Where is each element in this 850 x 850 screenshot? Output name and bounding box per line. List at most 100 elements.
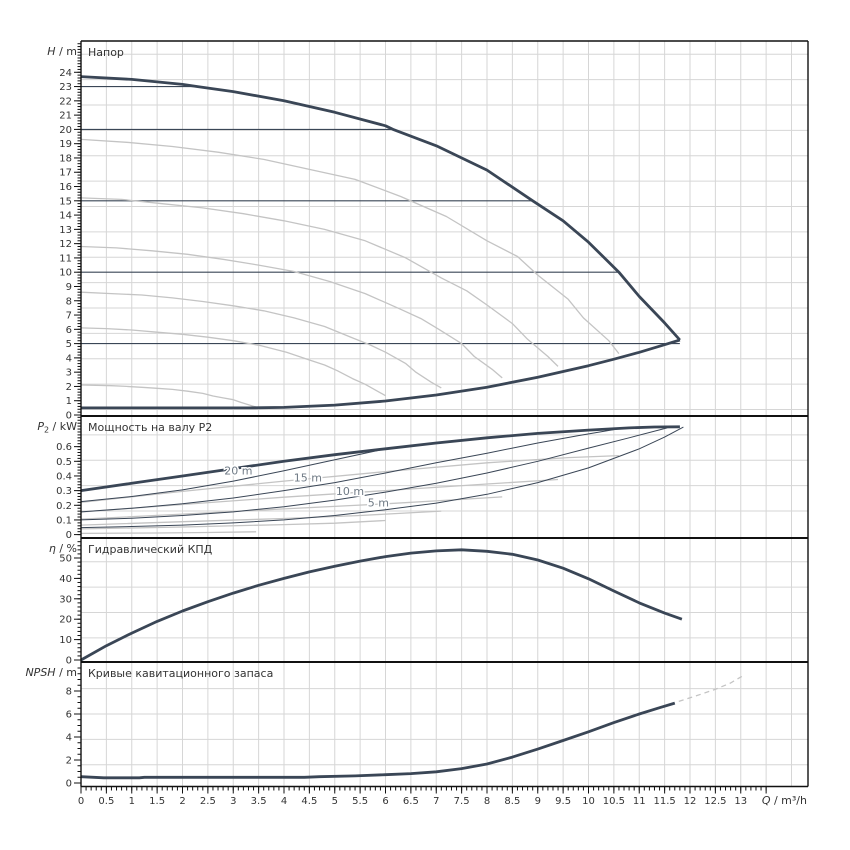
power-speed-30pct	[80, 531, 257, 535]
svg-text:30: 30	[59, 594, 72, 605]
svg-text:8.5: 8.5	[504, 796, 520, 807]
svg-text:5.5: 5.5	[352, 796, 368, 807]
svg-text:9: 9	[535, 796, 541, 807]
curve-label-20m: 20 m	[224, 464, 252, 477]
speed-curve-80pct	[80, 197, 559, 367]
svg-text:8: 8	[484, 796, 490, 807]
svg-text:4: 4	[281, 796, 287, 807]
speed-curve-30pct	[80, 384, 257, 408]
panel-npsh: 0 2 4 6 8 NPSH / m Кривые кавитационного запас…	[25, 666, 744, 790]
panel-power: 20 m 15 m 10 m 5 m 0 0.1 0.2 0.3 0.4 0.5 0.6 P2 / k…	[37, 416, 684, 541]
svg-text:0: 0	[66, 779, 72, 790]
svg-text:13: 13	[59, 225, 72, 236]
npsh-extrapolation-curve	[678, 674, 744, 703]
power-speed-60pct	[80, 510, 442, 526]
efficiency-axis-unit-label: η / %	[49, 542, 77, 555]
svg-text:5: 5	[332, 796, 338, 807]
power-5m-curve	[80, 426, 684, 529]
svg-text:20: 20	[59, 125, 72, 136]
svg-text:0.6: 0.6	[56, 442, 72, 453]
svg-text:5: 5	[66, 339, 72, 350]
svg-text:11.5: 11.5	[653, 796, 675, 807]
svg-text:1.5: 1.5	[149, 796, 165, 807]
svg-text:0.1: 0.1	[56, 515, 72, 526]
speed-curve-50pct	[80, 327, 386, 397]
svg-text:11: 11	[59, 253, 72, 264]
curve-label-15m: 15 m	[294, 472, 322, 485]
svg-text:2: 2	[179, 796, 185, 807]
curve-label-5m: 5 m	[368, 497, 389, 510]
svg-text:40: 40	[59, 574, 72, 585]
svg-text:6.5: 6.5	[403, 796, 419, 807]
plot-borders	[80, 40, 809, 788]
power-max-speed-curve	[80, 425, 680, 492]
svg-text:4: 4	[66, 733, 72, 744]
x-axis-labels: 0 0.5 1 1.5 2 2.5 3 3.5 4 4.5 5 5.5 6 6.5 7 7.5 8 8.5 9 9.5…	[78, 796, 747, 807]
svg-text:3: 3	[230, 796, 236, 807]
svg-text:19: 19	[59, 139, 72, 150]
svg-text:0: 0	[78, 796, 84, 807]
power-speed-70pct	[80, 496, 503, 520]
power-20m-curve	[80, 448, 386, 503]
svg-text:0: 0	[66, 656, 72, 667]
svg-text:0.5: 0.5	[98, 796, 114, 807]
max-speed-curve	[80, 75, 681, 341]
efficiency-curve	[80, 548, 683, 662]
svg-text:4: 4	[66, 353, 72, 364]
efficiency-panel-title: Гидравлический КПД	[88, 543, 213, 556]
svg-text:14: 14	[59, 211, 72, 222]
svg-text:12.5: 12.5	[704, 796, 726, 807]
power-10m-curve	[80, 427, 668, 521]
svg-text:2: 2	[66, 756, 72, 767]
power-y-labels: 0 0.1 0.2 0.3 0.4 0.5 0.6	[56, 442, 72, 541]
svg-text:24: 24	[59, 68, 72, 79]
svg-text:9.5: 9.5	[555, 796, 571, 807]
svg-text:4.5: 4.5	[301, 796, 317, 807]
npsh-panel-title: Кривые кавитационного запаса	[88, 667, 273, 680]
npsh-curve	[80, 701, 676, 780]
npsh-axis-unit-label: NPSH / m	[25, 666, 77, 679]
svg-text:3.5: 3.5	[251, 796, 267, 807]
panel-efficiency: 0 10 20 30 40 50η / % Гидравлический КПД	[49, 541, 683, 667]
power-speed-90pct	[80, 454, 619, 503]
min-speed-envelope	[81, 338, 681, 410]
svg-text:10: 10	[582, 796, 595, 807]
svg-text:21: 21	[59, 111, 72, 122]
svg-text:50: 50	[59, 554, 72, 565]
svg-text:16: 16	[59, 182, 72, 193]
speed-curve-90pct	[80, 138, 620, 355]
x-axis-unit-label: Q / m³/h	[762, 794, 807, 807]
power-axis-unit-label: P2 / kW	[37, 420, 77, 435]
svg-text:0.5: 0.5	[56, 457, 72, 468]
svg-text:22: 22	[59, 96, 72, 107]
svg-text:10: 10	[59, 635, 72, 646]
svg-text:0: 0	[66, 530, 72, 541]
svg-text:23: 23	[59, 82, 72, 93]
speed-curve-60pct	[80, 291, 442, 389]
svg-text:3: 3	[66, 368, 72, 379]
svg-text:8: 8	[66, 296, 72, 307]
svg-text:1: 1	[129, 796, 135, 807]
svg-text:20: 20	[59, 615, 72, 626]
head-axis-unit-label: H / m	[47, 45, 77, 58]
speed-curve-70pct	[80, 245, 503, 379]
svg-text:6: 6	[66, 325, 72, 336]
svg-text:7: 7	[433, 796, 439, 807]
svg-text:18: 18	[59, 153, 72, 164]
power-15m-curve	[80, 428, 619, 513]
svg-text:7: 7	[66, 311, 72, 322]
svg-text:0.4: 0.4	[56, 471, 72, 482]
svg-text:2.5: 2.5	[200, 796, 216, 807]
svg-text:12: 12	[59, 239, 72, 250]
svg-text:8: 8	[66, 687, 72, 698]
svg-text:11: 11	[633, 796, 646, 807]
curve-label-10m: 10 m	[336, 485, 364, 498]
svg-text:0.3: 0.3	[56, 486, 72, 497]
svg-text:10.5: 10.5	[603, 796, 625, 807]
svg-text:1: 1	[66, 396, 72, 407]
svg-text:2: 2	[66, 382, 72, 393]
svg-text:6: 6	[382, 796, 388, 807]
